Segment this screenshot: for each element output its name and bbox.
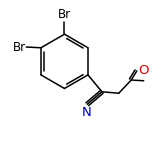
Text: O: O [139,64,149,77]
Text: N: N [82,106,92,119]
Text: Br: Br [13,41,26,54]
Text: Br: Br [58,8,71,21]
